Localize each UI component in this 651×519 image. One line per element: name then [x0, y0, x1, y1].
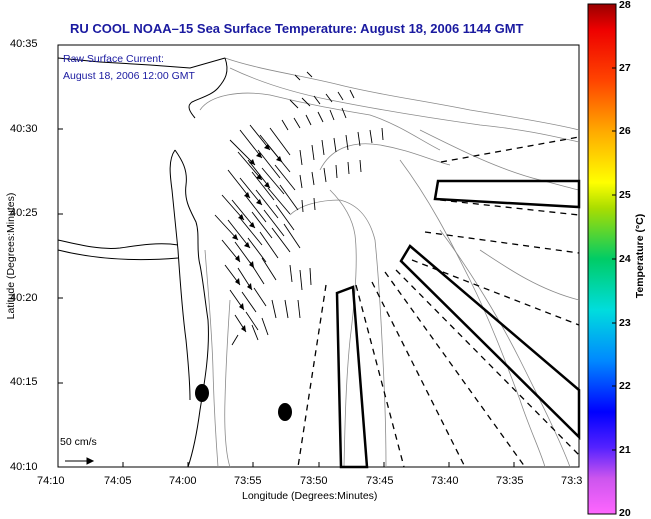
scale-label: 50 cm/s	[60, 436, 97, 448]
y-tick-label: 40:35	[10, 38, 38, 50]
current-legend-date: August 18, 2006 12:00 GMT	[63, 70, 195, 82]
colorbar-tick-label: 27	[619, 62, 631, 74]
map-title: RU COOL NOAA–15 Sea Surface Temperature:…	[70, 21, 524, 36]
x-tick-label: 73:3	[561, 475, 583, 487]
transect-boxes	[335, 179, 581, 469]
y-tick-label: 40:15	[10, 376, 38, 388]
x-tick-label: 73:55	[234, 475, 262, 487]
scale-arrow	[65, 457, 95, 465]
x-tick-label: 73:45	[366, 475, 394, 487]
colorbar-label: Temperature (°C)	[634, 213, 646, 299]
x-tick-label: 74:05	[104, 475, 132, 487]
x-axis-label: Longitude (Degrees:Minutes)	[242, 490, 378, 502]
colorbar-tick-label: 24	[619, 253, 631, 265]
colorbar-tick-label: 26	[619, 125, 631, 137]
colorbar-tick-label: 28	[619, 0, 631, 11]
colorbar-ticks	[612, 67, 616, 451]
x-tick-label: 73:35	[496, 475, 524, 487]
colorbar-tick-label: 21	[619, 444, 631, 456]
colorbar	[587, 3, 617, 515]
colorbar-tick-label: 25	[619, 189, 631, 201]
colorbar-tick-label: 22	[619, 380, 631, 392]
y-tick-label: 40:25	[10, 207, 38, 219]
buoy-marker	[278, 403, 292, 421]
x-tick-label: 74:00	[169, 475, 197, 487]
y-tick-label: 40:30	[10, 123, 38, 135]
plot-frame	[57, 44, 580, 468]
colorbar-tick-label: 20	[619, 507, 631, 519]
current-vector-heads	[232, 144, 282, 332]
current-legend-title: Raw Surface Current:	[63, 53, 164, 65]
y-tick-label: 40:20	[10, 292, 38, 304]
axis-tick-marks	[57, 44, 515, 467]
y-tick-label: 40:10	[10, 461, 38, 473]
coastline	[57, 57, 228, 468]
radar-track-lines	[297, 136, 580, 468]
bathymetry-contours	[199, 57, 580, 468]
colorbar-tick-label: 23	[619, 317, 631, 329]
buoy-marker	[195, 384, 209, 402]
y-axis-label: Latitude (Degrees:Minutes)	[5, 192, 17, 320]
x-tick-label: 74:10	[37, 475, 65, 487]
x-tick-label: 73:40	[431, 475, 459, 487]
x-tick-label: 73:50	[300, 475, 328, 487]
